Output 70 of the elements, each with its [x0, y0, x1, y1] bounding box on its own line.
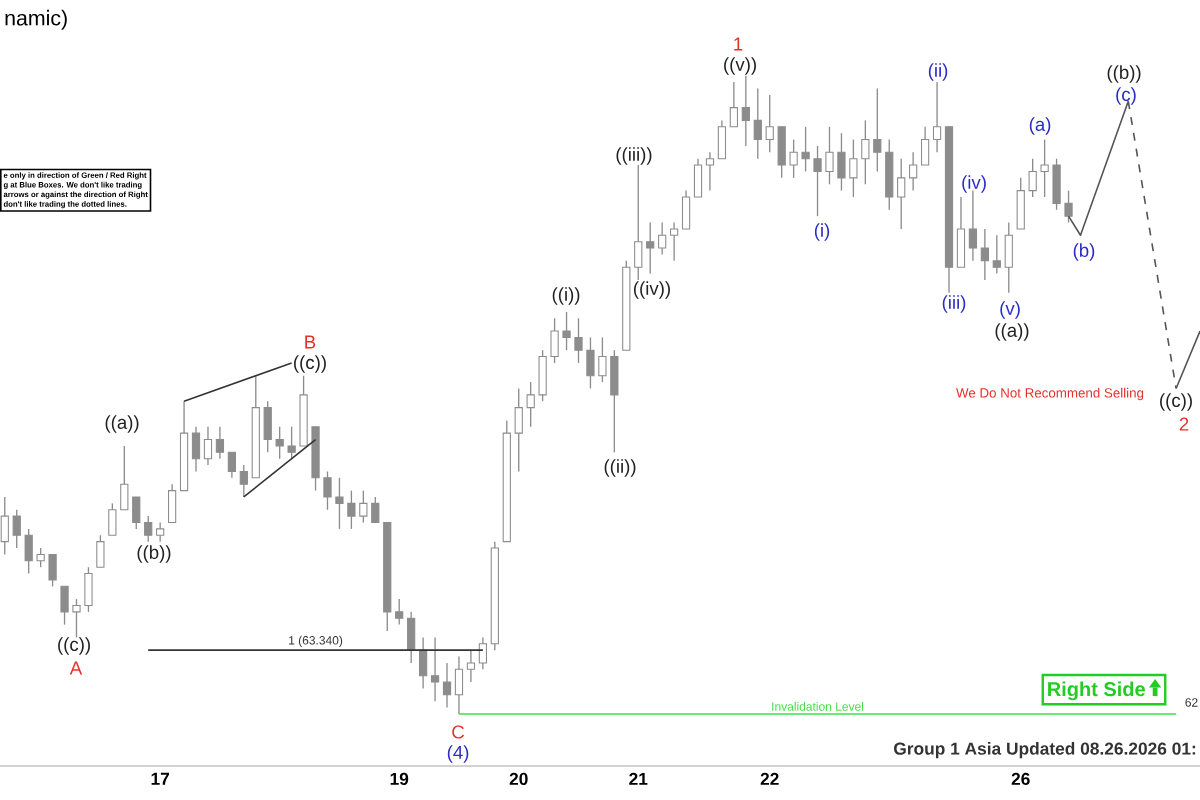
candlestick	[156, 521, 165, 543]
candlestick	[705, 151, 715, 192]
x-tick-label: 19	[390, 772, 409, 786]
x-tick-label: 22	[760, 772, 779, 785]
annotation: ((a))	[105, 415, 139, 433]
text: 1	[734, 37, 743, 51]
candlestick	[897, 158, 906, 230]
candlestick	[395, 598, 404, 626]
candlestick	[1004, 221, 1013, 294]
candlestick	[658, 221, 667, 256]
candlestick	[466, 649, 476, 683]
annotation: (b)	[1073, 243, 1095, 261]
text: Group 1 Asia Updated 08.26.2026 01:	[894, 742, 1196, 759]
annotation: B	[305, 335, 316, 349]
candlestick	[215, 426, 225, 460]
text: C	[452, 725, 465, 739]
annotation: ((b))	[137, 545, 171, 563]
x-tick-label: 17	[151, 772, 170, 785]
candlestick	[669, 221, 679, 262]
annotation: ((c))	[294, 355, 326, 373]
candlestick	[442, 662, 452, 709]
annotation: ((iv))	[633, 281, 670, 299]
candlestick	[968, 189, 978, 262]
annotation: (a)	[1029, 117, 1051, 135]
candlestick	[167, 483, 177, 524]
annotation: ((iii))	[616, 147, 652, 165]
annotation: (ii)	[928, 63, 948, 81]
x-tick-label: 21	[629, 772, 648, 785]
annotation: (i)	[814, 223, 830, 241]
annotation: ((c))	[58, 637, 90, 655]
candlestick	[693, 158, 703, 198]
annotation: (iii)	[942, 295, 966, 313]
candlestick	[956, 196, 966, 268]
candlestick	[646, 221, 655, 275]
candlestick	[717, 119, 727, 160]
annotation: ((ii))	[604, 459, 636, 477]
candlestick	[920, 126, 930, 166]
annotation: Right Side	[1048, 681, 1145, 701]
annotation: A	[69, 661, 83, 675]
candlestick	[932, 81, 942, 153]
candlestick	[741, 75, 750, 147]
candlestick	[430, 636, 440, 702]
candlestick	[418, 636, 428, 690]
candlestick	[227, 451, 236, 479]
annotation: ((c))	[1160, 393, 1192, 411]
annotation: (v)	[1000, 301, 1020, 319]
chart-title: namic)	[5, 9, 67, 30]
candlestick	[681, 189, 691, 230]
x-tick-label: 20	[509, 772, 528, 786]
candlestick	[144, 515, 153, 543]
candlestick	[909, 151, 918, 192]
x-tick-label: 26	[1011, 772, 1030, 786]
annotation: 2	[1179, 417, 1189, 431]
candlestick	[96, 534, 105, 568]
candlestick	[239, 464, 248, 498]
candlestick	[980, 228, 989, 281]
candlestick	[478, 636, 487, 670]
annotation: ((i))	[552, 287, 580, 305]
text: (4)	[447, 745, 469, 763]
annotation: ((a))	[995, 323, 1029, 341]
candlestick	[191, 426, 201, 473]
candlestick	[992, 234, 1001, 275]
annotation: ((b))	[1107, 65, 1141, 83]
candlestick	[454, 655, 464, 715]
candlestick	[407, 611, 416, 664]
candlestick	[203, 426, 213, 466]
annotation: (c)	[1116, 87, 1136, 105]
candlestick	[729, 81, 738, 128]
annotation: (iv)	[962, 175, 986, 193]
text: ((v))	[724, 57, 756, 75]
